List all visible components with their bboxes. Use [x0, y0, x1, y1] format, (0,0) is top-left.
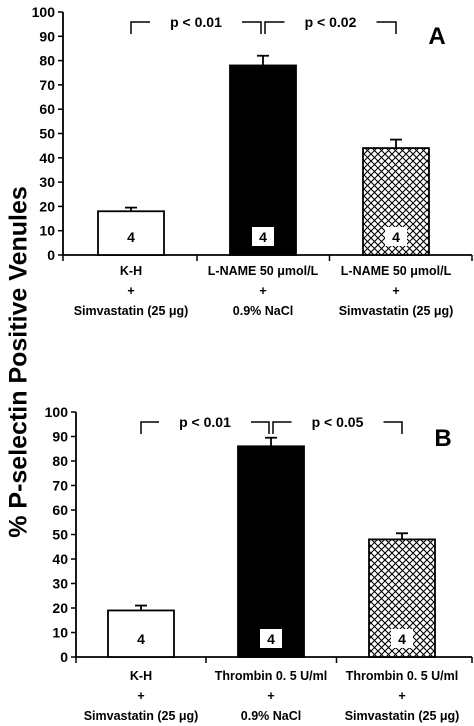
panel-label: A: [428, 23, 445, 50]
n-label: 4: [267, 631, 275, 647]
category-label: +: [398, 689, 405, 703]
bar: [368, 538, 436, 658]
bar: [107, 609, 175, 658]
p-value-label: p < 0.02: [305, 14, 357, 30]
y-tick-label: 90: [52, 429, 68, 445]
y-tick-label: 100: [45, 404, 69, 420]
category-label: +: [127, 284, 134, 298]
category-label: +: [267, 689, 274, 703]
category-label: K-H: [130, 669, 152, 683]
y-tick-label: 90: [39, 28, 55, 44]
bracket-left: [140, 421, 159, 434]
y-tick-label: 30: [39, 174, 55, 190]
bar: [229, 64, 297, 256]
n-label-box: [252, 227, 274, 246]
y-tick-label: 20: [52, 600, 68, 616]
n-label: 4: [137, 631, 145, 647]
y-tick-label: 40: [39, 150, 55, 166]
category-label: Thrombin 0. 5 U/ml: [215, 669, 328, 683]
category-label: Simvastatin (25 μg): [84, 709, 199, 723]
bracket-right: [376, 21, 397, 34]
n-label: 4: [259, 229, 267, 245]
y-tick-label: 70: [39, 77, 55, 93]
n-label: 4: [392, 229, 400, 245]
y-tick-label: 40: [52, 551, 68, 567]
y-tick-label: 50: [39, 126, 55, 142]
bracket-left: [264, 21, 285, 34]
category-label: +: [137, 689, 144, 703]
panel-label: B: [434, 425, 451, 452]
y-tick-label: 70: [52, 478, 68, 494]
bracket-right: [383, 421, 403, 434]
n-label-box: [385, 227, 407, 246]
y-tick-label: 10: [52, 625, 68, 641]
category-label: Simvastatin (25 μg): [74, 304, 189, 318]
bracket-left: [130, 21, 150, 34]
category-label: L-NAME 50 μmol/L: [208, 264, 319, 278]
y-tick-label: 10: [39, 223, 55, 239]
bracket-right: [251, 421, 270, 434]
y-tick-label: 0: [60, 649, 68, 665]
y-tick-label: 50: [52, 527, 68, 543]
y-tick-label: 30: [52, 576, 68, 592]
category-label: +: [392, 284, 399, 298]
bar: [97, 210, 165, 256]
n-label-box: [391, 629, 413, 648]
y-tick-label: 60: [39, 101, 55, 117]
bracket-right: [242, 21, 262, 34]
p-value-label: p < 0.01: [170, 14, 222, 30]
category-label: K-H: [120, 264, 142, 278]
n-label: 4: [127, 229, 135, 245]
y-tick-label: 80: [52, 453, 68, 469]
panel-b: 0 10 20 30 40 50 60 70 80 90 100 4 K-H + Simvastatin (…: [45, 404, 473, 723]
category-label: Thrombin 0. 5 U/ml: [346, 669, 459, 683]
y-tick-label: 0: [47, 247, 55, 263]
category-label: 0.9% NaCl: [233, 304, 293, 318]
category-label: 0.9% NaCl: [241, 709, 301, 723]
p-value-label: p < 0.01: [179, 414, 231, 430]
category-label: Simvastatin (25 μg): [339, 304, 454, 318]
p-value-label: p < 0.05: [312, 414, 364, 430]
category-label: L-NAME 50 μmol/L: [341, 264, 452, 278]
y-tick-label: 100: [32, 4, 56, 20]
n-label-box: [260, 629, 282, 648]
category-label: Simvastatin (25 μg): [345, 709, 460, 723]
y-tick-label: 20: [39, 198, 55, 214]
y-tick-label: 80: [39, 53, 55, 69]
bar: [237, 445, 305, 658]
panel-a: 0 10 20 30 40 50 60 70 80 90 100 4 K-H + Simvastatin (…: [32, 4, 473, 318]
bracket-left: [272, 421, 292, 434]
n-label: 4: [398, 631, 406, 647]
y-tick-label: 60: [52, 502, 68, 518]
category-label: +: [259, 284, 266, 298]
